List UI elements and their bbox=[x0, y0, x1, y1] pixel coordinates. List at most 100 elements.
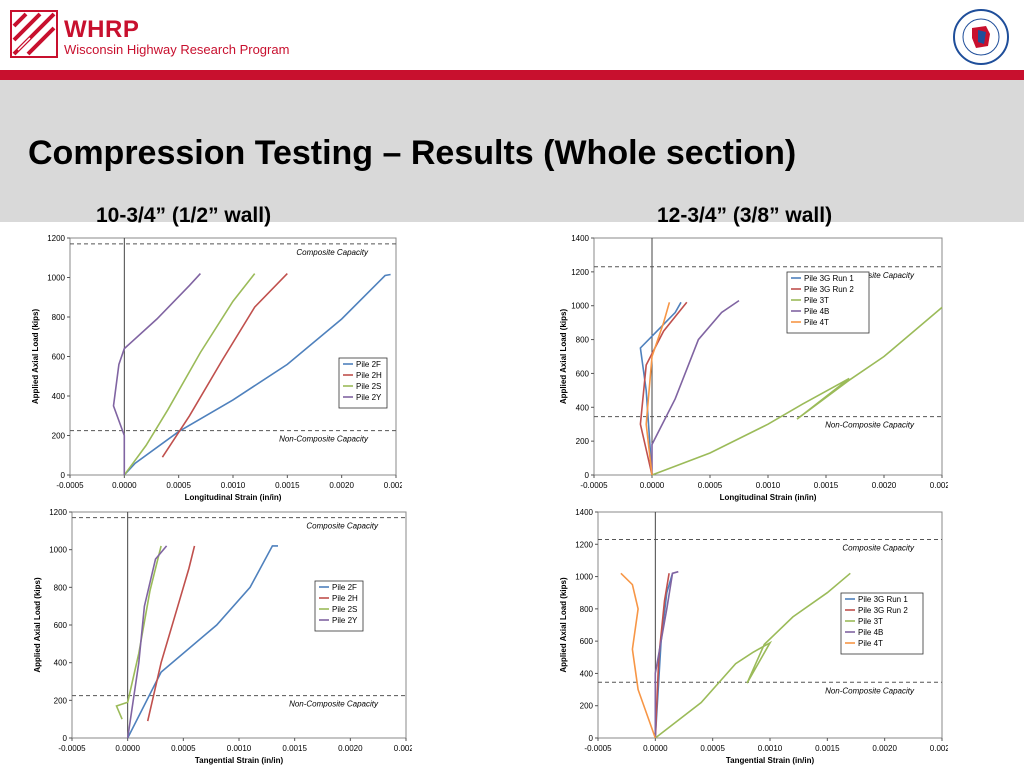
y-tick-label: 0 bbox=[63, 734, 68, 743]
y-tick-label: 1200 bbox=[575, 540, 593, 549]
y-tick-label: 400 bbox=[576, 403, 590, 412]
y-axis-label: Applied Axial Load (kips) bbox=[31, 309, 40, 405]
x-tick-label: -0.0005 bbox=[580, 481, 608, 490]
legend-entry: Pile 4B bbox=[804, 307, 829, 316]
y-tick-label: 600 bbox=[576, 369, 590, 378]
legend-entry: Pile 2S bbox=[332, 605, 357, 614]
legend-entry: Pile 4T bbox=[858, 639, 883, 648]
x-axis-label: Longitudinal Strain (in/in) bbox=[720, 493, 817, 502]
chart-left-tangential: 0 200 400 600 800 1000 1200 -0.0005 0.0000 0.0005… bbox=[33, 508, 412, 765]
y-tick-label: 1200 bbox=[49, 508, 67, 517]
reference-line-label: Composite Capacity bbox=[306, 522, 379, 531]
x-axis-label: Tangential Strain (in/in) bbox=[195, 756, 284, 765]
legend-entry: Pile 4T bbox=[804, 318, 829, 327]
legend-entry: Pile 2H bbox=[332, 594, 358, 603]
whrp-logo-icon bbox=[10, 10, 58, 58]
legend-entry: Pile 3G Run 1 bbox=[858, 595, 908, 604]
x-tick-label: 0.0010 bbox=[221, 481, 246, 490]
legend-entry: Pile 3G Run 2 bbox=[804, 285, 854, 294]
chart-right-tangential: 0 200 400 600 800 1000 1200 1400 -0.0005 0.0000 0.… bbox=[559, 508, 948, 765]
x-tick-label: 0.0010 bbox=[227, 744, 252, 753]
series-line bbox=[651, 299, 740, 475]
x-tick-label: 0.0000 bbox=[643, 744, 668, 753]
y-tick-label: 1000 bbox=[47, 274, 65, 283]
legend-box bbox=[786, 271, 870, 334]
y-tick-label: 1000 bbox=[571, 302, 589, 311]
y-tick-label: 0 bbox=[589, 734, 594, 743]
org-name: Wisconsin Highway Research Program bbox=[64, 42, 290, 57]
left-column-subtitle: 10-3/4” (1/2” wall) bbox=[96, 204, 272, 227]
legend-box bbox=[840, 592, 924, 655]
x-tick-label: 0.0020 bbox=[872, 481, 897, 490]
x-tick-label: 0.0010 bbox=[758, 744, 783, 753]
x-tick-label: 0.0005 bbox=[698, 481, 723, 490]
x-tick-label: 0.0015 bbox=[814, 481, 839, 490]
series-line bbox=[654, 573, 670, 739]
legend-entry: Pile 2Y bbox=[332, 616, 358, 625]
reference-line-label: Composite Capacity bbox=[296, 248, 369, 257]
y-tick-label: 0 bbox=[61, 471, 66, 480]
org-abbreviation: WHRP bbox=[64, 16, 140, 43]
series-line bbox=[654, 572, 851, 739]
y-tick-label: 600 bbox=[52, 353, 66, 362]
right-column-subtitle: 12-3/4” (3/8” wall) bbox=[657, 204, 833, 227]
y-tick-label: 1000 bbox=[575, 573, 593, 582]
x-tick-label: 0.0005 bbox=[166, 481, 191, 490]
legend-entry: Pile 2S bbox=[356, 382, 381, 391]
y-tick-label: 200 bbox=[52, 432, 66, 441]
y-tick-label: 400 bbox=[580, 669, 594, 678]
series-line bbox=[620, 572, 657, 739]
x-tick-label: 0.0020 bbox=[338, 744, 363, 753]
wisdot-seal-icon bbox=[953, 9, 1009, 65]
chart-right-longitudinal: 0 200 400 600 800 1000 1200 1400 -0.0005 0.0000 0.… bbox=[559, 234, 948, 502]
x-tick-label: 0.0010 bbox=[756, 481, 781, 490]
x-tick-label: -0.0005 bbox=[584, 744, 612, 753]
y-tick-label: 800 bbox=[52, 313, 66, 322]
reference-line-label: Non-Composite Capacity bbox=[289, 700, 379, 709]
x-tick-label: 0.0025 bbox=[394, 744, 412, 753]
x-axis-label: Longitudinal Strain (in/in) bbox=[185, 493, 282, 502]
y-tick-label: 0 bbox=[585, 471, 590, 480]
legend-entry: Pile 2F bbox=[356, 360, 381, 369]
y-tick-label: 600 bbox=[580, 637, 594, 646]
series-line bbox=[639, 301, 688, 476]
series-line bbox=[123, 273, 391, 476]
series-line bbox=[123, 273, 256, 476]
reference-line-label: Non-Composite Capacity bbox=[825, 421, 915, 430]
y-tick-label: 400 bbox=[54, 659, 68, 668]
x-tick-label: 0.0025 bbox=[930, 481, 948, 490]
title-band bbox=[0, 80, 1024, 222]
reference-line-label: Non-Composite Capacity bbox=[279, 435, 369, 444]
series-line bbox=[651, 306, 943, 476]
x-tick-label: 0.0000 bbox=[112, 481, 137, 490]
legend-entry: Pile 3G Run 1 bbox=[804, 274, 854, 283]
y-tick-label: 200 bbox=[580, 702, 594, 711]
series-line bbox=[126, 545, 278, 739]
y-axis-label: Applied Axial Load (kips) bbox=[559, 309, 568, 405]
y-tick-label: 1000 bbox=[49, 546, 67, 555]
series-line bbox=[645, 302, 671, 476]
y-tick-label: 1400 bbox=[575, 508, 593, 517]
y-axis-label: Applied Axial Load (kips) bbox=[33, 577, 42, 673]
series-line bbox=[654, 570, 679, 738]
series-line bbox=[146, 545, 196, 722]
y-axis-label: Applied Axial Load (kips) bbox=[559, 577, 568, 673]
y-tick-label: 1200 bbox=[571, 268, 589, 277]
y-tick-label: 1400 bbox=[571, 234, 589, 243]
legend-entry: Pile 3G Run 2 bbox=[858, 606, 908, 615]
x-tick-label: -0.0005 bbox=[56, 481, 84, 490]
legend-entry: Pile 4B bbox=[858, 628, 883, 637]
legend-entry: Pile 3T bbox=[804, 296, 829, 305]
y-tick-label: 800 bbox=[580, 605, 594, 614]
x-tick-label: 0.0000 bbox=[115, 744, 140, 753]
legend-entry: Pile 2Y bbox=[356, 393, 382, 402]
x-tick-label: 0.0015 bbox=[815, 744, 840, 753]
x-tick-label: 0.0020 bbox=[329, 481, 354, 490]
x-tick-label: 0.0005 bbox=[171, 744, 196, 753]
x-tick-label: 0.0005 bbox=[700, 744, 725, 753]
header: WHRP Wisconsin Highway Research Program bbox=[0, 0, 1024, 70]
x-tick-label: 0.0015 bbox=[282, 744, 307, 753]
reference-line-label: Composite Capacity bbox=[842, 543, 915, 552]
x-tick-label: -0.0005 bbox=[58, 744, 86, 753]
x-axis-label: Tangential Strain (in/in) bbox=[726, 756, 815, 765]
